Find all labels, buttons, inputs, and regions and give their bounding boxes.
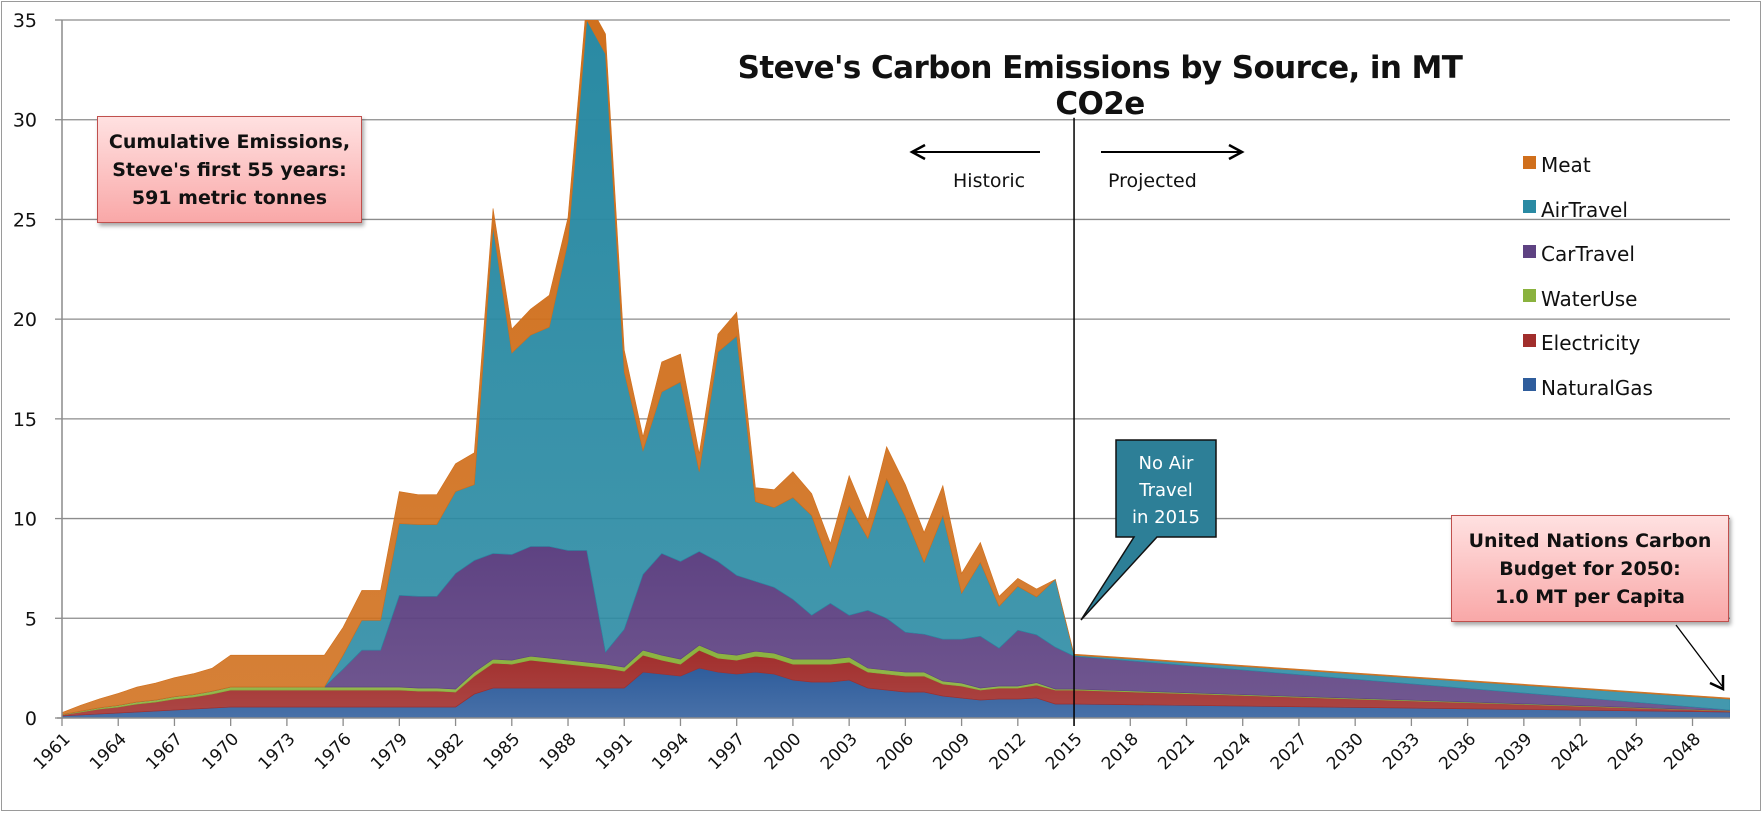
x-axis-ticks: 1961 1964 1967 1970 1973 1976 1979 1982 1985 1988… [30, 718, 1705, 774]
x-tick-label: 1967 [142, 729, 187, 774]
historic-label: Historic [953, 170, 1026, 192]
un-line-2: Budget for 2050: [1499, 558, 1681, 580]
x-tick-label: 1973 [255, 729, 300, 774]
x-tick-label: 2000 [761, 729, 806, 774]
x-tick-label: 1979 [367, 729, 412, 774]
x-tick-label: 2030 [1323, 729, 1368, 774]
area-series [62, 20, 1730, 718]
legend-item-electricity: Electricity [1523, 321, 1653, 366]
legend-item-naturalgas: NaturalGas [1523, 366, 1653, 411]
annotations [909, 117, 1725, 726]
un-line-1: United Nations Carbon [1468, 530, 1712, 552]
arrow-right-head-icon [1228, 143, 1245, 161]
x-tick-label: 2015 [1042, 729, 1087, 774]
legend-label: Electricity [1541, 331, 1641, 356]
legend-swatch [1523, 289, 1536, 303]
legend-swatch [1523, 333, 1536, 347]
bubble-line-1: No Air [1138, 453, 1194, 474]
x-tick-label: 2048 [1660, 729, 1705, 774]
chart-title: Steve's Carbon Emissions by Source, in M… [737, 50, 1463, 122]
legend-label: WaterUse [1541, 286, 1638, 311]
y-tick-label: 30 [13, 110, 37, 132]
legend-label: NaturalGas [1541, 375, 1653, 400]
y-tick-label: 0 [25, 708, 37, 730]
x-tick-label: 1970 [198, 729, 243, 774]
y-tick-label: 35 [13, 10, 37, 32]
legend-label: Meat [1541, 153, 1591, 178]
legend-item-wateruse: WaterUse [1523, 277, 1653, 322]
un-arrow-icon [1675, 624, 1723, 687]
x-tick-label: 1964 [86, 729, 131, 774]
cumulative-line-3: 591 metric tonnes [131, 187, 328, 209]
x-tick-label: 2024 [1211, 729, 1256, 774]
axes [57, 20, 1730, 719]
x-tick-label: 2033 [1379, 729, 1424, 774]
x-tick-label: 2018 [1098, 729, 1143, 774]
x-tick-label: 1961 [30, 729, 75, 774]
x-tick-label: 2012 [986, 729, 1031, 774]
y-tick-label: 15 [13, 409, 37, 431]
x-tick-label: 2003 [817, 729, 862, 774]
x-tick-label: 1988 [536, 729, 581, 774]
legend-item-meat: Meat [1523, 143, 1653, 188]
un-arrow-head-icon [1709, 675, 1725, 691]
x-tick-label: 1985 [480, 729, 525, 774]
x-tick-label: 1994 [648, 729, 693, 774]
x-tick-label: 2045 [1604, 729, 1649, 774]
y-tick-label: 10 [13, 509, 37, 531]
no-air-travel-bubble [1080, 439, 1217, 621]
area-meat [62, 20, 1730, 715]
legend: Meat AirTravel CarTravel WaterUse Electr… [1523, 143, 1653, 410]
x-tick-label: 2042 [1548, 729, 1593, 774]
legend-swatch [1523, 244, 1536, 258]
y-tick-label: 25 [13, 209, 37, 231]
legend-label: AirTravel [1541, 197, 1628, 222]
x-tick-label: 2027 [1267, 729, 1312, 774]
projected-label: Projected [1108, 170, 1197, 192]
x-tick-label: 1991 [592, 729, 637, 774]
y-tick-label: 20 [13, 309, 37, 331]
un-budget-callout: United Nations Carbon Budget for 2050: 1… [1451, 515, 1729, 622]
y-tick-label: 5 [25, 608, 37, 630]
legend-swatch [1523, 378, 1536, 392]
arrow-left-head-icon [909, 143, 926, 161]
legend-item-airtravel: AirTravel [1523, 188, 1653, 233]
x-tick-label: 1982 [423, 729, 468, 774]
un-line-3: 1.0 MT per Capita [1494, 586, 1685, 608]
legend-swatch [1523, 155, 1536, 169]
x-tick-label: 2021 [1154, 729, 1199, 774]
x-tick-label: 2009 [929, 729, 974, 774]
cumulative-emissions-callout: Cumulative Emissions, Steve's first 55 y… [97, 116, 362, 223]
x-tick-label: 2039 [1492, 729, 1537, 774]
y-axis-ticks: 0 5 10 15 20 25 30 35 [13, 10, 62, 730]
legend-label: CarTravel [1541, 242, 1635, 267]
x-tick-label: 1997 [704, 729, 749, 774]
x-tick-label: 2036 [1435, 729, 1480, 774]
legend-item-cartravel: CarTravel [1523, 232, 1653, 277]
cumulative-line-2: Steve's first 55 years: [112, 159, 347, 181]
bubble-line-3: in 2015 [1132, 507, 1200, 528]
x-tick-label: 2006 [873, 729, 918, 774]
cumulative-line-1: Cumulative Emissions, [108, 131, 351, 153]
bubble-line-2: Travel [1139, 480, 1193, 501]
no-air-travel-bubble-text: No Air Travel in 2015 [1116, 450, 1216, 531]
legend-swatch [1523, 200, 1536, 214]
x-tick-label: 1976 [311, 729, 356, 774]
